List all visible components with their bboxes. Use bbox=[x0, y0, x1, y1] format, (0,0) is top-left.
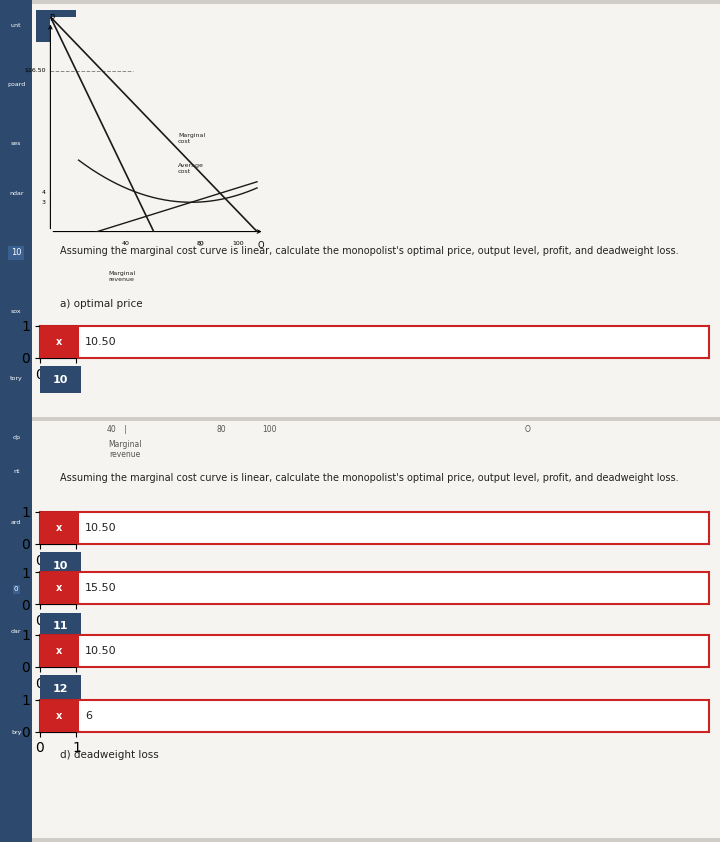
Text: d) deadweight loss: d) deadweight loss bbox=[60, 750, 158, 760]
Text: 80: 80 bbox=[217, 425, 226, 434]
Text: x: x bbox=[56, 337, 63, 347]
Text: 40: 40 bbox=[122, 242, 130, 247]
Text: dar: dar bbox=[11, 629, 22, 634]
Text: O: O bbox=[198, 242, 203, 248]
Text: 100: 100 bbox=[262, 425, 277, 434]
Text: Marginal
cost: Marginal cost bbox=[178, 133, 205, 145]
Text: 10.50: 10.50 bbox=[85, 337, 117, 347]
Text: 0: 0 bbox=[14, 586, 19, 593]
Text: 9: 9 bbox=[52, 21, 60, 31]
Text: 11: 11 bbox=[53, 621, 68, 632]
Text: Assuming the marginal cost curve is linear, calculate the monopolist's optimal p: Assuming the marginal cost curve is line… bbox=[60, 473, 678, 483]
Text: ard: ard bbox=[11, 520, 22, 525]
Text: O: O bbox=[525, 425, 531, 434]
Text: |: | bbox=[124, 425, 127, 434]
Text: 9. Figure: Monopoly Profits: 9. Figure: Monopoly Profits bbox=[101, 19, 258, 32]
Text: ndar: ndar bbox=[9, 191, 24, 196]
Text: 100: 100 bbox=[233, 242, 244, 247]
Text: sox: sox bbox=[11, 309, 22, 314]
Text: a) optimal price: a) optimal price bbox=[60, 514, 143, 525]
Text: x: x bbox=[56, 523, 63, 533]
Text: bry: bry bbox=[11, 730, 22, 735]
Text: x: x bbox=[56, 711, 63, 721]
Text: unt: unt bbox=[11, 23, 22, 28]
Text: x: x bbox=[56, 584, 63, 594]
Text: P: P bbox=[49, 14, 54, 24]
Text: ses: ses bbox=[11, 141, 22, 146]
Text: tory: tory bbox=[10, 376, 22, 381]
Text: 10.50: 10.50 bbox=[85, 523, 117, 533]
Text: Assuming the marginal cost curve is linear, calculate the monopolist's optimal p: Assuming the marginal cost curve is line… bbox=[60, 246, 678, 256]
Text: 12: 12 bbox=[53, 684, 68, 694]
Text: Marginal
revenue: Marginal revenue bbox=[109, 440, 142, 459]
Text: 6: 6 bbox=[85, 711, 92, 721]
Text: 10: 10 bbox=[11, 248, 22, 257]
Text: 10.50: 10.50 bbox=[85, 646, 117, 656]
Text: Marginal
revenue: Marginal revenue bbox=[108, 270, 135, 282]
Text: x: x bbox=[56, 646, 63, 656]
Text: 3: 3 bbox=[42, 200, 45, 205]
Text: dp: dp bbox=[12, 435, 20, 440]
Text: a) optimal price: a) optimal price bbox=[60, 299, 143, 309]
Text: nt: nt bbox=[13, 469, 19, 474]
Text: 15.50: 15.50 bbox=[85, 584, 117, 594]
Text: 10: 10 bbox=[53, 375, 68, 385]
Text: $16.50: $16.50 bbox=[24, 68, 45, 73]
Text: poard: poard bbox=[7, 82, 25, 87]
Text: b) output level: b) output level bbox=[60, 584, 136, 594]
Text: Average
cost: Average cost bbox=[178, 163, 204, 173]
Text: c) profit: c) profit bbox=[60, 648, 101, 658]
Text: O: O bbox=[258, 242, 264, 250]
Text: 80: 80 bbox=[197, 242, 204, 247]
Text: 40: 40 bbox=[107, 425, 117, 434]
Text: 10: 10 bbox=[53, 561, 68, 571]
Text: 4: 4 bbox=[42, 190, 45, 195]
